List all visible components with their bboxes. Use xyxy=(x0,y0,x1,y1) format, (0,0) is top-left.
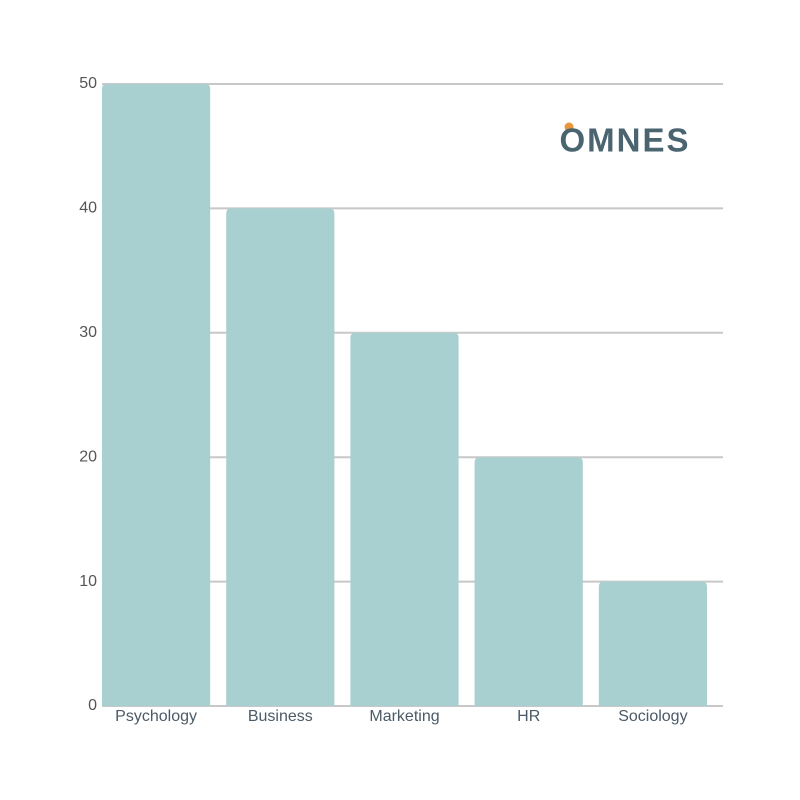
y-tick-label: 50 xyxy=(79,75,97,92)
x-tick-label: Business xyxy=(248,708,313,725)
y-tick-label: 40 xyxy=(79,200,97,217)
bar xyxy=(226,208,335,706)
x-tick-label: Sociology xyxy=(618,708,687,725)
x-tick-label: Marketing xyxy=(369,708,439,725)
y-tick-label: 10 xyxy=(79,573,97,590)
bar xyxy=(350,332,459,706)
bar xyxy=(102,84,211,706)
y-tick-label: 30 xyxy=(79,324,97,341)
labels: 0 10 20 30 40 50 Psychology Business Marketing HR… xyxy=(79,75,687,725)
bar xyxy=(474,457,583,706)
logo: OMNES xyxy=(559,122,690,159)
y-tick-label: 20 xyxy=(79,448,97,465)
x-tick-label: HR xyxy=(517,708,540,725)
y-tick-label: 0 xyxy=(88,697,97,714)
bars xyxy=(102,84,707,706)
logo-dot xyxy=(564,122,574,132)
bar xyxy=(598,581,707,706)
x-tick-label: Psychology xyxy=(115,708,197,725)
